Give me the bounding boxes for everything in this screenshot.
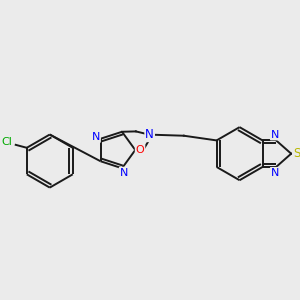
Text: O: O bbox=[136, 145, 144, 155]
Text: N: N bbox=[145, 128, 154, 141]
Text: N: N bbox=[271, 168, 279, 178]
Text: N: N bbox=[120, 168, 128, 178]
Text: S: S bbox=[293, 147, 300, 160]
Text: N: N bbox=[271, 130, 279, 140]
Text: Cl: Cl bbox=[2, 137, 13, 147]
Text: N: N bbox=[92, 132, 100, 142]
